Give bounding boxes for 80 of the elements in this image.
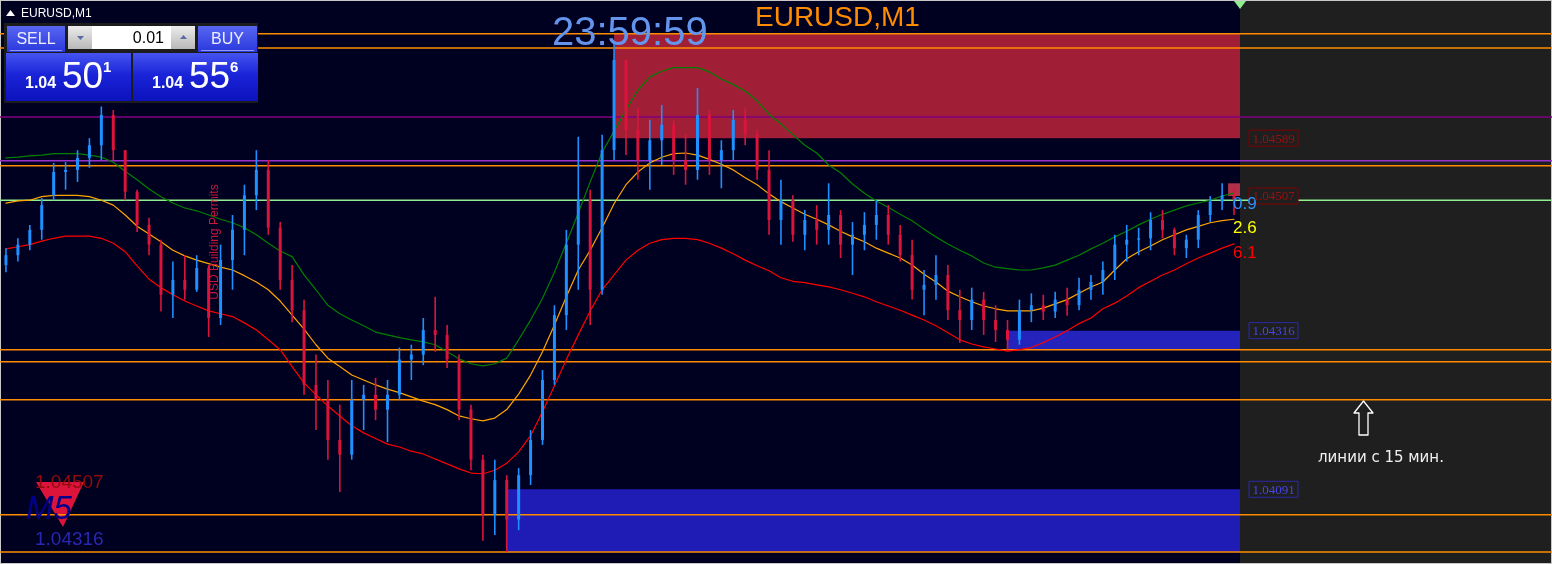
lot-size-field: 0.01 <box>92 26 171 49</box>
candlestick <box>1077 276 1081 311</box>
line-series <box>5 152 1235 422</box>
candlestick <box>386 379 389 443</box>
candlestick <box>171 260 175 319</box>
candlestick <box>684 133 688 186</box>
candlestick <box>1089 274 1093 301</box>
candlestick <box>433 296 437 353</box>
annotation: M5 <box>26 489 73 526</box>
candlestick <box>827 182 831 246</box>
candlestick <box>696 87 699 181</box>
candlestick <box>1041 293 1045 321</box>
annotation: 6.1 <box>1233 243 1257 262</box>
y-tick-label: 1.04091 <box>1252 481 1295 497</box>
candlestick <box>314 353 318 431</box>
candlestick <box>52 162 56 202</box>
candlestick <box>1125 224 1129 263</box>
annotation: 1 <box>103 58 112 75</box>
chart-title: EURUSD,M1 <box>755 1 920 32</box>
candlestick <box>958 288 962 344</box>
candlestick <box>648 119 652 191</box>
candlestick <box>970 286 974 331</box>
candlestick <box>851 221 854 276</box>
candlestick <box>1149 211 1153 252</box>
candlestick <box>743 107 747 147</box>
candlestick <box>1053 291 1057 319</box>
annotation: BUY <box>211 30 244 48</box>
candlestick <box>898 224 902 263</box>
candlestick <box>87 137 91 169</box>
buy-button: BUY <box>198 26 257 52</box>
candlestick <box>195 254 199 293</box>
candlestick <box>374 377 378 421</box>
candlestick <box>409 343 413 381</box>
candlestick <box>1101 260 1105 296</box>
candlestick <box>28 224 32 252</box>
candlestick <box>1220 182 1224 211</box>
candlestick <box>1137 226 1141 257</box>
candlestick <box>76 149 79 183</box>
candlestick <box>862 211 866 252</box>
candlestick <box>4 247 8 273</box>
candlestick <box>874 199 878 241</box>
candlestick <box>982 291 986 336</box>
candlestick <box>338 403 342 493</box>
y-tick-label: 1.04589 <box>1252 130 1295 146</box>
candlestick <box>1029 292 1033 323</box>
sell-button: SELL <box>7 26 65 52</box>
candlestick <box>362 384 366 431</box>
text: линии с 15 мин. <box>1318 448 1444 466</box>
candlestick <box>1184 233 1188 259</box>
candlestick <box>779 178 783 246</box>
candlestick <box>660 104 664 166</box>
annotation: 50 <box>62 55 104 96</box>
candlestick <box>803 209 807 252</box>
candlestick <box>1006 319 1009 351</box>
y-tick-label: 1.04316 <box>1252 323 1296 339</box>
annotation: 2.6 <box>1233 218 1257 237</box>
annotation: USD Building Permits <box>207 184 221 300</box>
annotation: 1.04 <box>25 74 57 91</box>
candlestick <box>541 369 544 446</box>
candlestick <box>183 254 187 301</box>
annotation: SELL <box>16 30 56 48</box>
annotation: 1.04316 <box>35 528 104 549</box>
candlestick <box>922 269 926 316</box>
candlestick <box>1161 209 1164 240</box>
annotation: 0.01 <box>132 28 164 47</box>
annotation: 1.04 <box>152 74 184 91</box>
candlestick <box>231 214 234 291</box>
candlestick <box>147 217 151 257</box>
candlestick <box>64 161 68 191</box>
candlestick <box>994 304 998 343</box>
candlestick <box>886 204 890 246</box>
candlestick <box>1172 226 1176 257</box>
candlestick <box>1208 195 1212 223</box>
annotation: EURUSD,M1 <box>21 6 92 20</box>
annotation: 55 <box>189 55 231 96</box>
candlestick <box>815 204 819 246</box>
annotation: 6 <box>230 58 239 75</box>
candlestick <box>934 254 938 301</box>
candlestick <box>719 139 723 190</box>
candlestick <box>16 237 20 263</box>
